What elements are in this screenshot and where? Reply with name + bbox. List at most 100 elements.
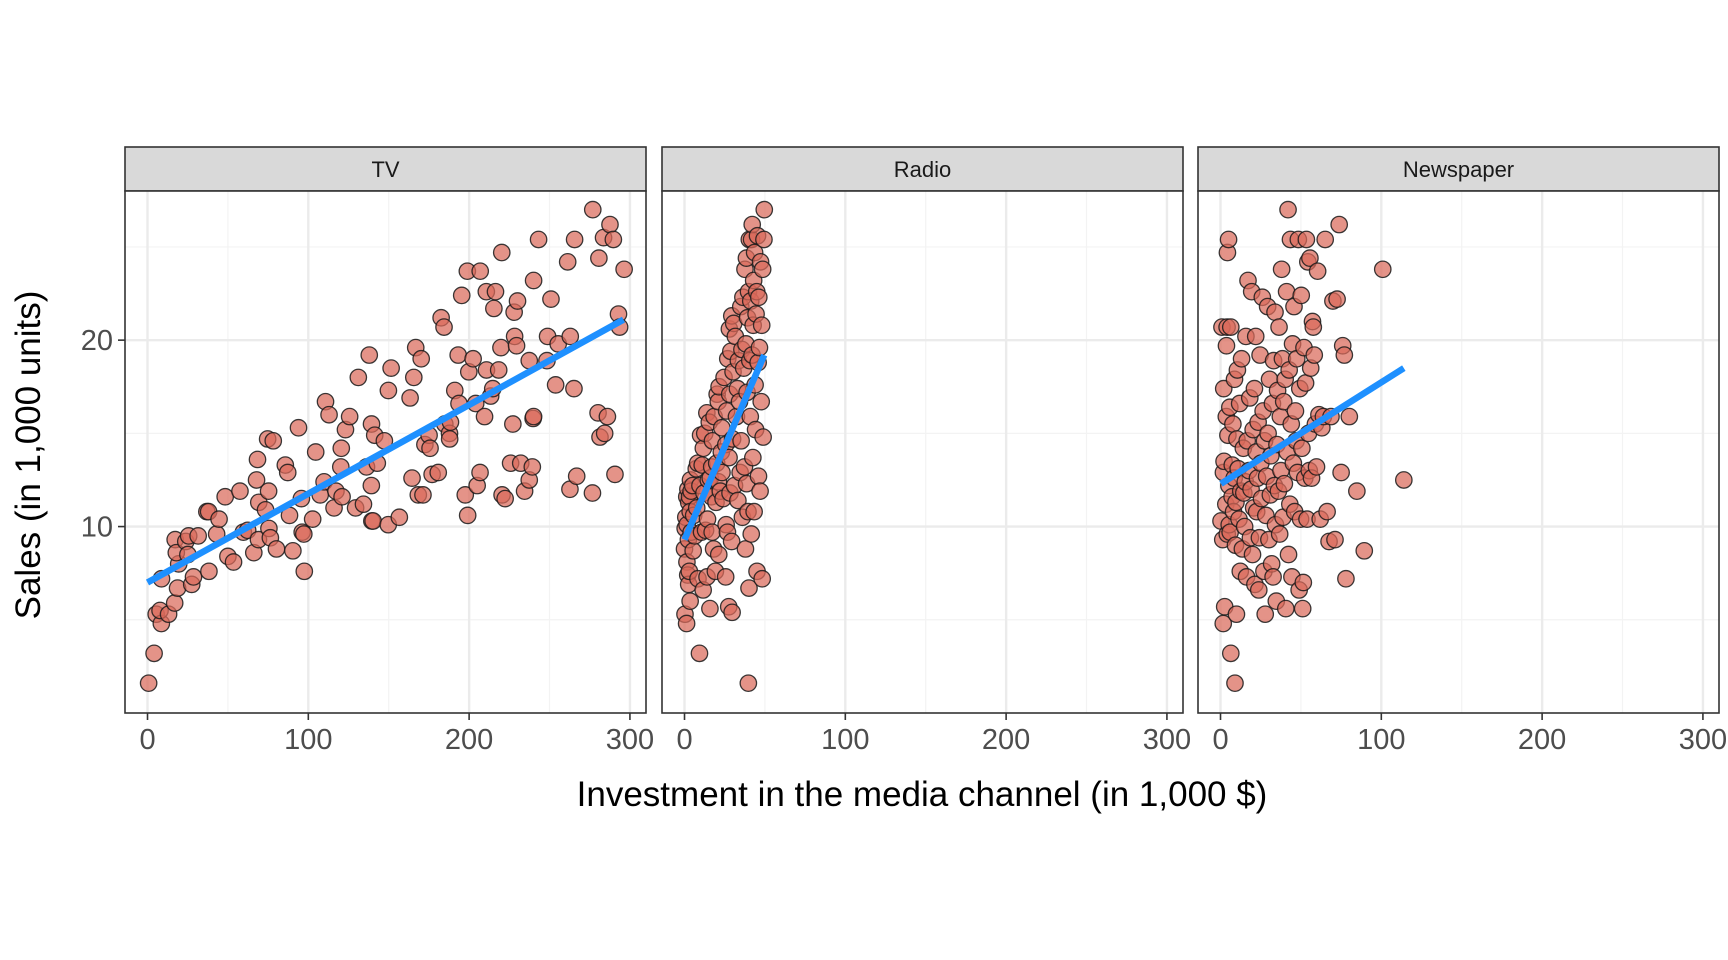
- data-point: [231, 482, 249, 500]
- data-point: [247, 471, 266, 489]
- data-point: [284, 541, 302, 560]
- data-point: [745, 502, 763, 521]
- scatter-points: [1212, 200, 1413, 693]
- data-point: [606, 465, 624, 484]
- data-point: [751, 482, 769, 500]
- x-tick-label: 0: [676, 724, 692, 756]
- data-point: [524, 407, 543, 426]
- data-point: [523, 458, 542, 476]
- data-point: [1270, 318, 1288, 336]
- data-point: [289, 418, 308, 437]
- data-point: [210, 510, 228, 528]
- data-point: [1337, 569, 1355, 588]
- data-point: [1227, 605, 1246, 624]
- data-point: [1308, 262, 1327, 281]
- panel-border: [1197, 190, 1720, 714]
- data-point: [1226, 674, 1244, 693]
- data-point: [1332, 463, 1350, 482]
- data-point: [295, 562, 314, 581]
- data-point: [1243, 545, 1262, 564]
- data-point: [561, 327, 580, 346]
- data-point: [303, 510, 322, 528]
- data-point: [1286, 402, 1305, 420]
- data-point: [464, 349, 482, 368]
- x-tick-label: 300: [1143, 724, 1191, 756]
- data-point: [742, 525, 761, 543]
- data-point: [558, 252, 577, 271]
- data-point: [267, 540, 286, 558]
- data-point: [364, 512, 382, 530]
- data-point: [1348, 482, 1366, 500]
- data-point: [1274, 392, 1293, 411]
- regression-line: [1219, 365, 1406, 487]
- data-point: [755, 230, 773, 249]
- data-point: [1232, 349, 1251, 368]
- x-tick-label: 0: [1212, 724, 1228, 756]
- data-point: [754, 428, 772, 446]
- facet-panel-tv: TV 0 100 200 300: [124, 146, 654, 756]
- data-point: [709, 545, 728, 564]
- data-point: [1221, 318, 1240, 336]
- data-point: [508, 292, 527, 310]
- x-tick-label: 300: [1679, 724, 1727, 756]
- data-point: [681, 592, 699, 610]
- data-point: [139, 674, 158, 693]
- data-point: [1276, 599, 1295, 618]
- data-point: [429, 463, 448, 482]
- data-point: [421, 439, 439, 458]
- data-point: [1264, 568, 1282, 586]
- data-point: [489, 361, 508, 379]
- data-point: [1296, 374, 1315, 392]
- data-point: [567, 467, 586, 486]
- data-point: [1293, 599, 1312, 618]
- data-point: [354, 495, 373, 514]
- data-point: [360, 346, 379, 364]
- data-point: [1245, 379, 1264, 398]
- x-tick-label: 100: [284, 724, 332, 756]
- data-point: [452, 286, 471, 305]
- data-point: [435, 318, 453, 336]
- data-point: [189, 527, 208, 545]
- data-point: [604, 230, 623, 249]
- data-point: [379, 381, 398, 400]
- x-tick-label: 100: [821, 724, 869, 756]
- data-point: [475, 407, 494, 426]
- x-tick-label: 200: [445, 724, 493, 756]
- data-point: [294, 525, 313, 543]
- data-point: [264, 431, 283, 450]
- data-point: [732, 431, 750, 450]
- data-point: [565, 230, 584, 249]
- data-point: [1304, 318, 1323, 336]
- data-point: [1294, 573, 1313, 592]
- data-point: [1219, 230, 1238, 249]
- data-point: [248, 450, 267, 469]
- data-point: [744, 448, 762, 467]
- data-point: [1272, 260, 1291, 279]
- data-point: [1221, 644, 1240, 663]
- data-point: [492, 243, 511, 262]
- data-point: [677, 614, 696, 633]
- data-point: [1305, 346, 1324, 364]
- data-point: [1293, 439, 1311, 458]
- data-point: [382, 359, 400, 377]
- y-axis-title: Sales (in 1,000 units): [9, 291, 48, 620]
- data-point: [1256, 605, 1275, 624]
- data-point: [390, 508, 409, 527]
- data-point: [412, 349, 431, 368]
- x-tick-label: 100: [1357, 724, 1405, 756]
- data-point: [471, 262, 490, 281]
- data-point: [736, 540, 755, 558]
- data-point: [1297, 230, 1316, 249]
- data-point: [1328, 290, 1346, 308]
- data-point: [259, 482, 278, 500]
- data-point: [529, 230, 548, 249]
- data-point: [496, 489, 514, 508]
- data-point: [184, 568, 203, 586]
- facet-strip: [661, 146, 1184, 192]
- facet-strip: [124, 146, 647, 192]
- data-point: [278, 463, 297, 482]
- data-point: [750, 338, 769, 357]
- data-point: [492, 338, 510, 357]
- data-point: [1355, 541, 1374, 560]
